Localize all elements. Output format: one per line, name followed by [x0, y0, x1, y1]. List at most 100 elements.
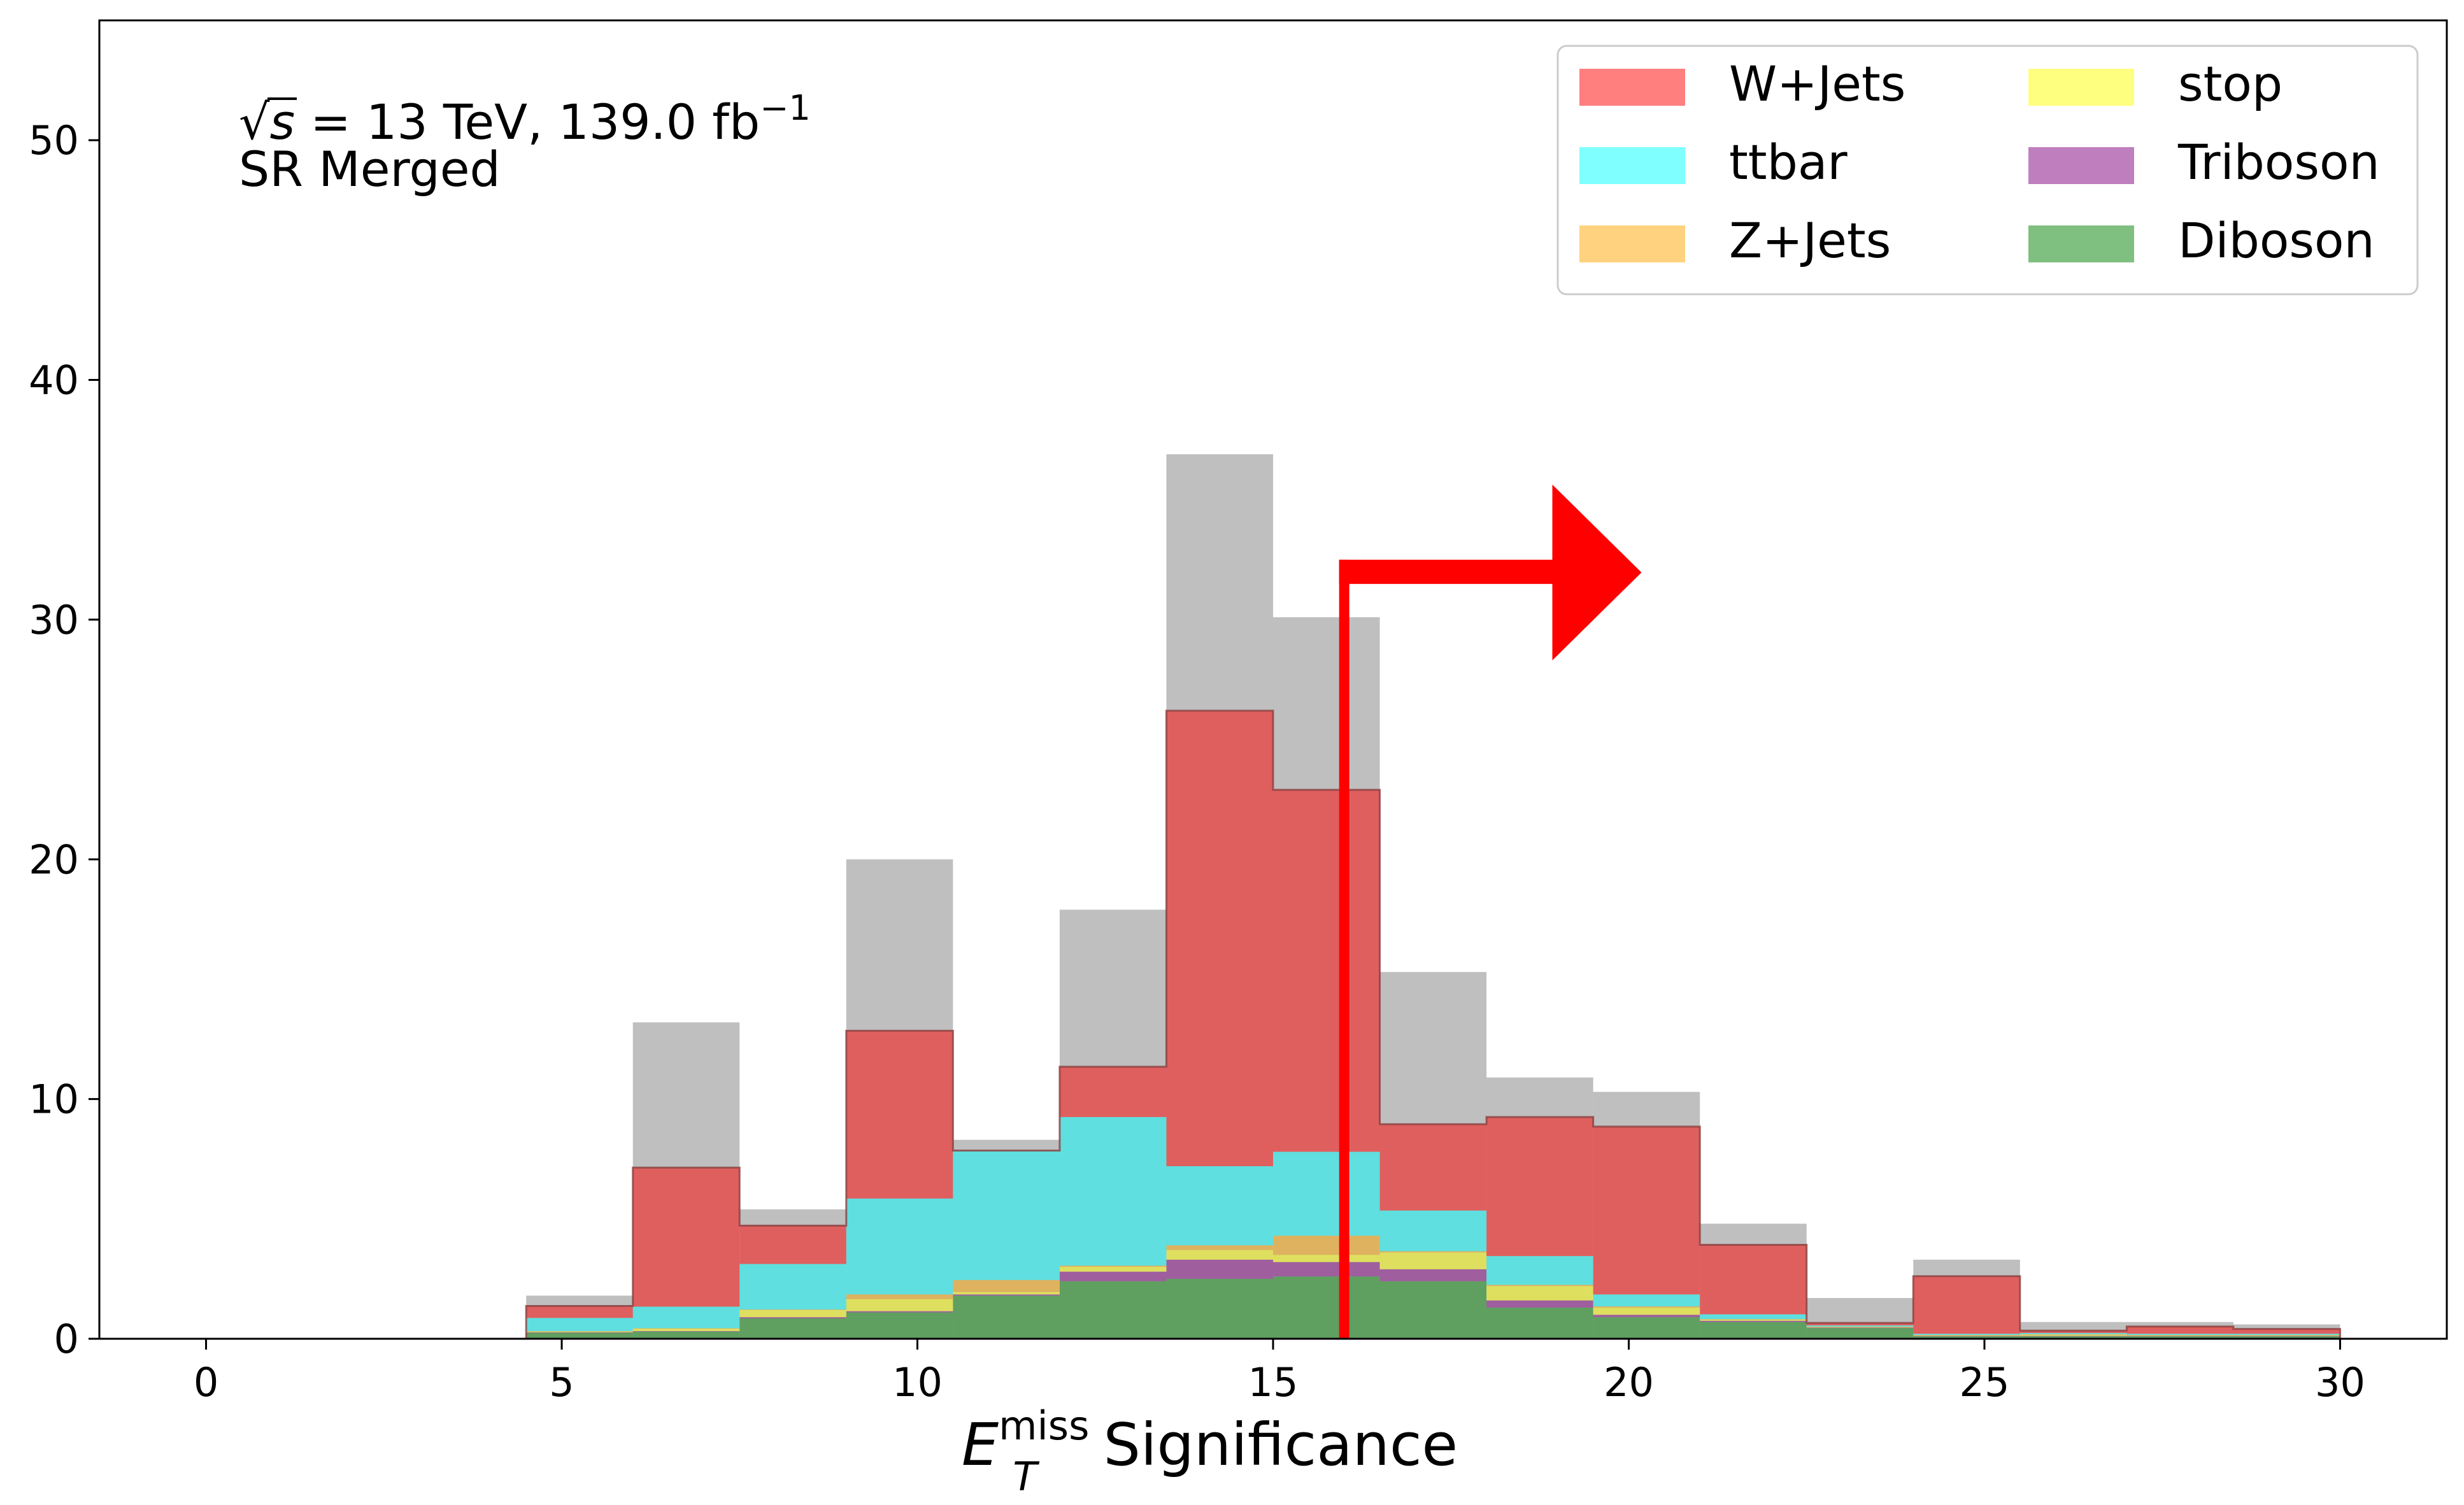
y-tick-label: 30	[29, 597, 79, 643]
y-tick-label: 40	[29, 357, 79, 404]
stack-bar	[1273, 790, 1380, 1152]
stack-bar	[2126, 1326, 2233, 1334]
legend-swatch	[1579, 147, 1685, 184]
stack-bar	[2019, 1332, 2127, 1334]
stack-bar	[526, 1332, 633, 1339]
stack-bar	[1806, 1323, 1914, 1325]
stack-bar	[1059, 1281, 1167, 1339]
stack-bar	[953, 1150, 1060, 1280]
plot-axes: 0 5 10 15 20 25 30 0 10 20 30 40 50	[29, 19, 2448, 1406]
stack-bar	[1700, 1319, 1807, 1321]
x-axis-label-symbol: E	[962, 1411, 999, 1479]
stack-bar	[526, 1318, 633, 1331]
annotation-text: √s = 13 TeV, 139.0 fb−1 SR Merged	[239, 88, 811, 197]
stack-bar	[1379, 1210, 1487, 1252]
legend: W+Jets ttbar Z+Jets stop Triboson Diboson	[1556, 45, 2419, 296]
stack-bar	[953, 1280, 1060, 1292]
stack-bar	[2233, 1334, 2340, 1335]
stack-bar	[739, 1317, 846, 1319]
y-tick-label: 50	[29, 117, 79, 164]
stack-bar	[2019, 1334, 2127, 1336]
stack-bar	[1593, 1294, 1700, 1307]
stack-bar	[1273, 1255, 1380, 1262]
stack-bar	[846, 1031, 953, 1199]
stack-bar	[1486, 1285, 1593, 1287]
legend-label: W+Jets	[1729, 55, 1905, 112]
stack-bar	[2233, 1334, 2340, 1336]
stack-bar	[1166, 1259, 1273, 1279]
stack-bar	[1593, 1308, 1700, 1315]
stack-bar	[1379, 1124, 1487, 1211]
stack-bar	[1273, 1262, 1380, 1277]
stack-bar	[1913, 1336, 2020, 1339]
x-axis-label-sub: T	[1013, 1453, 1039, 1500]
stack-bar	[632, 1328, 740, 1329]
stack-bar	[1166, 1250, 1273, 1260]
legend-label: stop	[2178, 55, 2282, 112]
stack-bar	[1486, 1286, 1593, 1301]
stack-bar	[1700, 1322, 1807, 1339]
stack-bar	[632, 1167, 740, 1307]
stack-bar	[739, 1225, 846, 1264]
legend-swatch	[2028, 69, 2134, 106]
x-axis-label: Emiss T Significance	[962, 1402, 1458, 1500]
x-tick-label: 5	[549, 1359, 574, 1406]
stack-bar	[1593, 1126, 1700, 1295]
stack-bar	[1379, 1252, 1487, 1269]
stack-bar	[1593, 1306, 1700, 1308]
stack-bar	[1486, 1300, 1593, 1308]
stack-bar	[1700, 1319, 1807, 1320]
cut-arrow-shaft	[1339, 559, 1559, 584]
annotation-sqrt-s: s	[269, 94, 295, 150]
annotation-line2: SR Merged	[239, 141, 501, 197]
legend-label: Diboson	[2178, 212, 2375, 269]
legend-swatch	[2028, 225, 2134, 262]
x-tick-label: 20	[1604, 1359, 1654, 1406]
stack-bar	[1913, 1334, 2020, 1336]
annotation-energy-lumi: = 13 TeV, 139.0 fb	[295, 94, 760, 150]
stack-bar	[1273, 1276, 1380, 1339]
stack-bar	[526, 1330, 633, 1332]
stack-bar	[1486, 1256, 1593, 1285]
stack-bar	[2019, 1336, 2127, 1339]
stack-bar	[1379, 1281, 1487, 1339]
legend-label: Z+Jets	[1729, 212, 1891, 269]
stack-bar	[632, 1331, 740, 1339]
stack-bar	[739, 1318, 846, 1339]
stack-total-outline	[525, 710, 2341, 1339]
stack-bar	[1166, 1245, 1273, 1250]
x-axis-label-sup: miss	[999, 1402, 1089, 1449]
cut-arrow-head	[1552, 484, 1642, 660]
stack-bar	[846, 1198, 953, 1295]
stack-bar	[1059, 1266, 1167, 1267]
stack-bar	[1273, 1236, 1380, 1255]
legend-label: Triboson	[2177, 134, 2380, 190]
y-tick-label: 10	[29, 1076, 79, 1123]
stack-bar	[1166, 1278, 1273, 1339]
stack-bar	[1486, 1308, 1593, 1339]
stack-bar	[846, 1299, 953, 1311]
stack-bar	[846, 1311, 953, 1313]
cut-arrow	[1339, 484, 1642, 1339]
stack-bar	[846, 1312, 953, 1339]
stack-bar	[2126, 1336, 2233, 1339]
y-tick-label: 0	[54, 1316, 79, 1362]
stack-bar	[2019, 1334, 2127, 1335]
stack-bar	[2233, 1336, 2340, 1339]
stack-bar	[632, 1306, 740, 1329]
stack-bar	[632, 1330, 740, 1332]
stack-bar	[2126, 1334, 2233, 1335]
stack-bar	[1486, 1116, 1593, 1257]
stack-bar	[1700, 1245, 1807, 1315]
stack-bar	[846, 1294, 953, 1299]
stack-bar	[1913, 1276, 2020, 1334]
stack-bar	[953, 1295, 1060, 1339]
legend-box	[1556, 45, 2419, 296]
legend-swatch	[2028, 147, 2134, 184]
stack-bar	[1059, 1066, 1167, 1117]
x-axis-label-text: Significance	[1085, 1411, 1458, 1479]
stack-bar	[1166, 1166, 1273, 1246]
stack-bar	[1059, 1267, 1167, 1272]
stack-bar	[1379, 1269, 1487, 1281]
legend-label: ttbar	[1729, 134, 1848, 190]
